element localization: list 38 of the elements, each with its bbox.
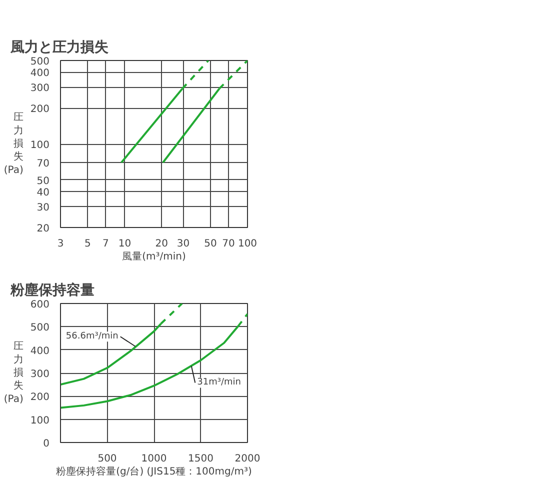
y-tick-label: 500	[30, 56, 50, 68]
y-tick-label: 300	[30, 369, 50, 380]
x-tick-label: 70	[222, 238, 235, 250]
chart-title: 粉塵保持容量	[10, 282, 94, 298]
y-tick-label: 600	[30, 300, 50, 310]
x-tick-label: 5	[84, 238, 91, 250]
x-tick-label: 1500	[188, 454, 214, 464]
y-tick-label: 100	[30, 140, 50, 151]
chart-title: 風力と圧力損失	[10, 40, 110, 56]
annotation: 56.6m³/min	[66, 332, 118, 342]
y-axis-title: 圧力損失(Pa)	[4, 341, 24, 405]
annotation: 31m³/min	[197, 378, 241, 388]
x-tick-label: 20	[155, 238, 168, 250]
x-axis-title: 粉塵保持容量(g/台) (JIS15種：100mg/m³)	[56, 466, 252, 478]
y-tick-label: 50	[36, 176, 50, 187]
y-tick-label: 500	[30, 322, 50, 334]
y-tick-label: 0	[43, 438, 50, 450]
y-tick-label: 200	[30, 392, 50, 404]
y-tick-label: 200	[30, 104, 50, 116]
y-axis-title: 圧力損失(Pa)	[4, 112, 24, 176]
x-tick-label: 100	[238, 238, 258, 250]
y-tick-label: 70	[36, 158, 50, 170]
x-tick-label: 30	[176, 238, 190, 250]
y-tick-label: 300	[30, 83, 50, 94]
x-tick-label: 3	[57, 238, 64, 250]
y-tick-label: 400	[30, 68, 50, 80]
y-tick-label: 40	[36, 188, 50, 199]
y-tick-label: 100	[30, 415, 50, 426]
x-axis-title: 風量(m³/min)	[122, 252, 186, 262]
x-tick-label: 50	[204, 238, 217, 250]
x-tick-label: 500	[98, 454, 117, 464]
x-tick-label: 1000	[141, 454, 167, 464]
x-tick-label: 7	[102, 238, 109, 250]
y-tick-label: 30	[36, 202, 50, 214]
y-tick-label: 20	[36, 224, 50, 234]
x-tick-label: 2000	[234, 454, 260, 464]
y-tick-label: 400	[30, 346, 50, 357]
x-tick-label: 10	[118, 238, 132, 250]
